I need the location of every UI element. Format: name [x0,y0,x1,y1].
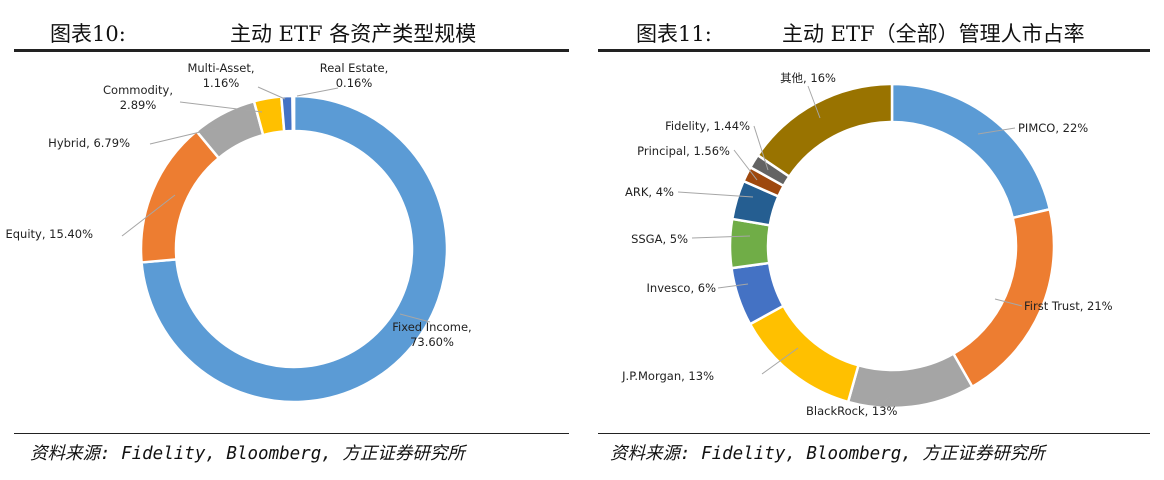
slice-ssga [728,217,772,270]
slice-first-trust [951,207,1056,389]
chart-title: 主动 ETF 各资产类型规模 [230,22,477,46]
source-note: 资料来源: Fidelity, Bloomberg, 方正证券研究所 [30,444,465,464]
figure-header: 图表11: 主动 ETF（全部）管理人市占率 [590,18,1164,50]
data-label-equity: Equity, 15.40% [5,227,93,241]
figure-header: 图表10: 主动 ETF 各资产类型规模 [0,18,576,50]
data-label-real-estate: Real Estate, 0.16% [320,61,389,90]
header-rule [598,49,1150,52]
data-label-principal: Principal, 1.56% [637,144,730,158]
leader-line-other [807,85,821,119]
data-label-hybrid: Hybrid, 6.79% [48,136,130,150]
data-label-other: 其他, 16% [780,71,836,85]
data-label-blackrock: BlackRock, 13% [806,404,898,418]
leader-line-fidelity [753,125,769,171]
slice-real-estate [291,94,296,133]
figure-number: 图表10: [50,22,126,46]
leader-line-hybrid [149,127,218,145]
header-rule [14,49,569,52]
data-label-commodity: Commodity, 2.89% [103,83,173,112]
leader-line-principal [733,149,758,181]
chart-panel-asset-types: 图表10: 主动 ETF 各资产类型规模 Fixed Income, 73.60%… [0,0,576,480]
donut-chart-manager-share: PIMCO, 22% First Trust, 21% BlackRock, 13%… [621,71,1113,418]
leader-line-real-estate [296,87,339,97]
data-label-ark: ARK, 4% [625,185,674,199]
slice-multi-asset [279,94,295,133]
footer-rule [598,433,1150,434]
data-label-ssga: SSGA, 5% [631,232,688,246]
donut-chart-asset-types: Fixed Income, 73.60% Equity, 15.40% Hybrid,… [5,61,472,404]
leader-line-first-trust [994,298,1023,307]
leader-line-multi-asset [257,86,286,100]
leader-line-pimco [977,127,1016,135]
slice-fixed-income [140,94,449,404]
leader-line-blackrock [879,396,891,405]
data-label-multi-asset: Multi-Asset, 1.16% [187,61,254,90]
leader-line-fixed-income [399,313,431,323]
leader-line-commodity [179,101,263,113]
leader-line-equity [121,194,176,237]
leader-line-j-p-morgan [761,347,799,375]
slice-pimco [890,82,1052,220]
figure-number: 图表11: [636,22,712,46]
slice-blackrock [846,351,974,410]
data-label-fidelity: Fidelity, 1.44% [665,119,750,133]
data-label-first-trust: First Trust, 21% [1024,299,1113,313]
data-label-j-p-morgan: J.P.Morgan, 13% [621,369,714,383]
data-label-invesco: Invesco, 6% [647,281,717,295]
chart-title: 主动 ETF（全部）管理人市占率 [782,22,1085,46]
chart-panel-manager-share: 图表11: 主动 ETF（全部）管理人市占率 PIMCO, 22% First T… [590,0,1164,480]
data-label-fixed-income: Fixed Income, 73.60% [392,320,471,349]
slice-other [756,82,894,179]
source-note: 资料来源: Fidelity, Bloomberg, 方正证券研究所 [610,444,1045,464]
leader-line-ark [677,191,754,198]
slice-j-p-morgan [748,304,860,404]
leader-line-ssga [691,235,751,239]
data-label-pimco: PIMCO, 22% [1018,121,1088,135]
slice-equity [139,129,221,264]
footer-rule [14,433,569,434]
leader-line-invesco [717,283,749,289]
